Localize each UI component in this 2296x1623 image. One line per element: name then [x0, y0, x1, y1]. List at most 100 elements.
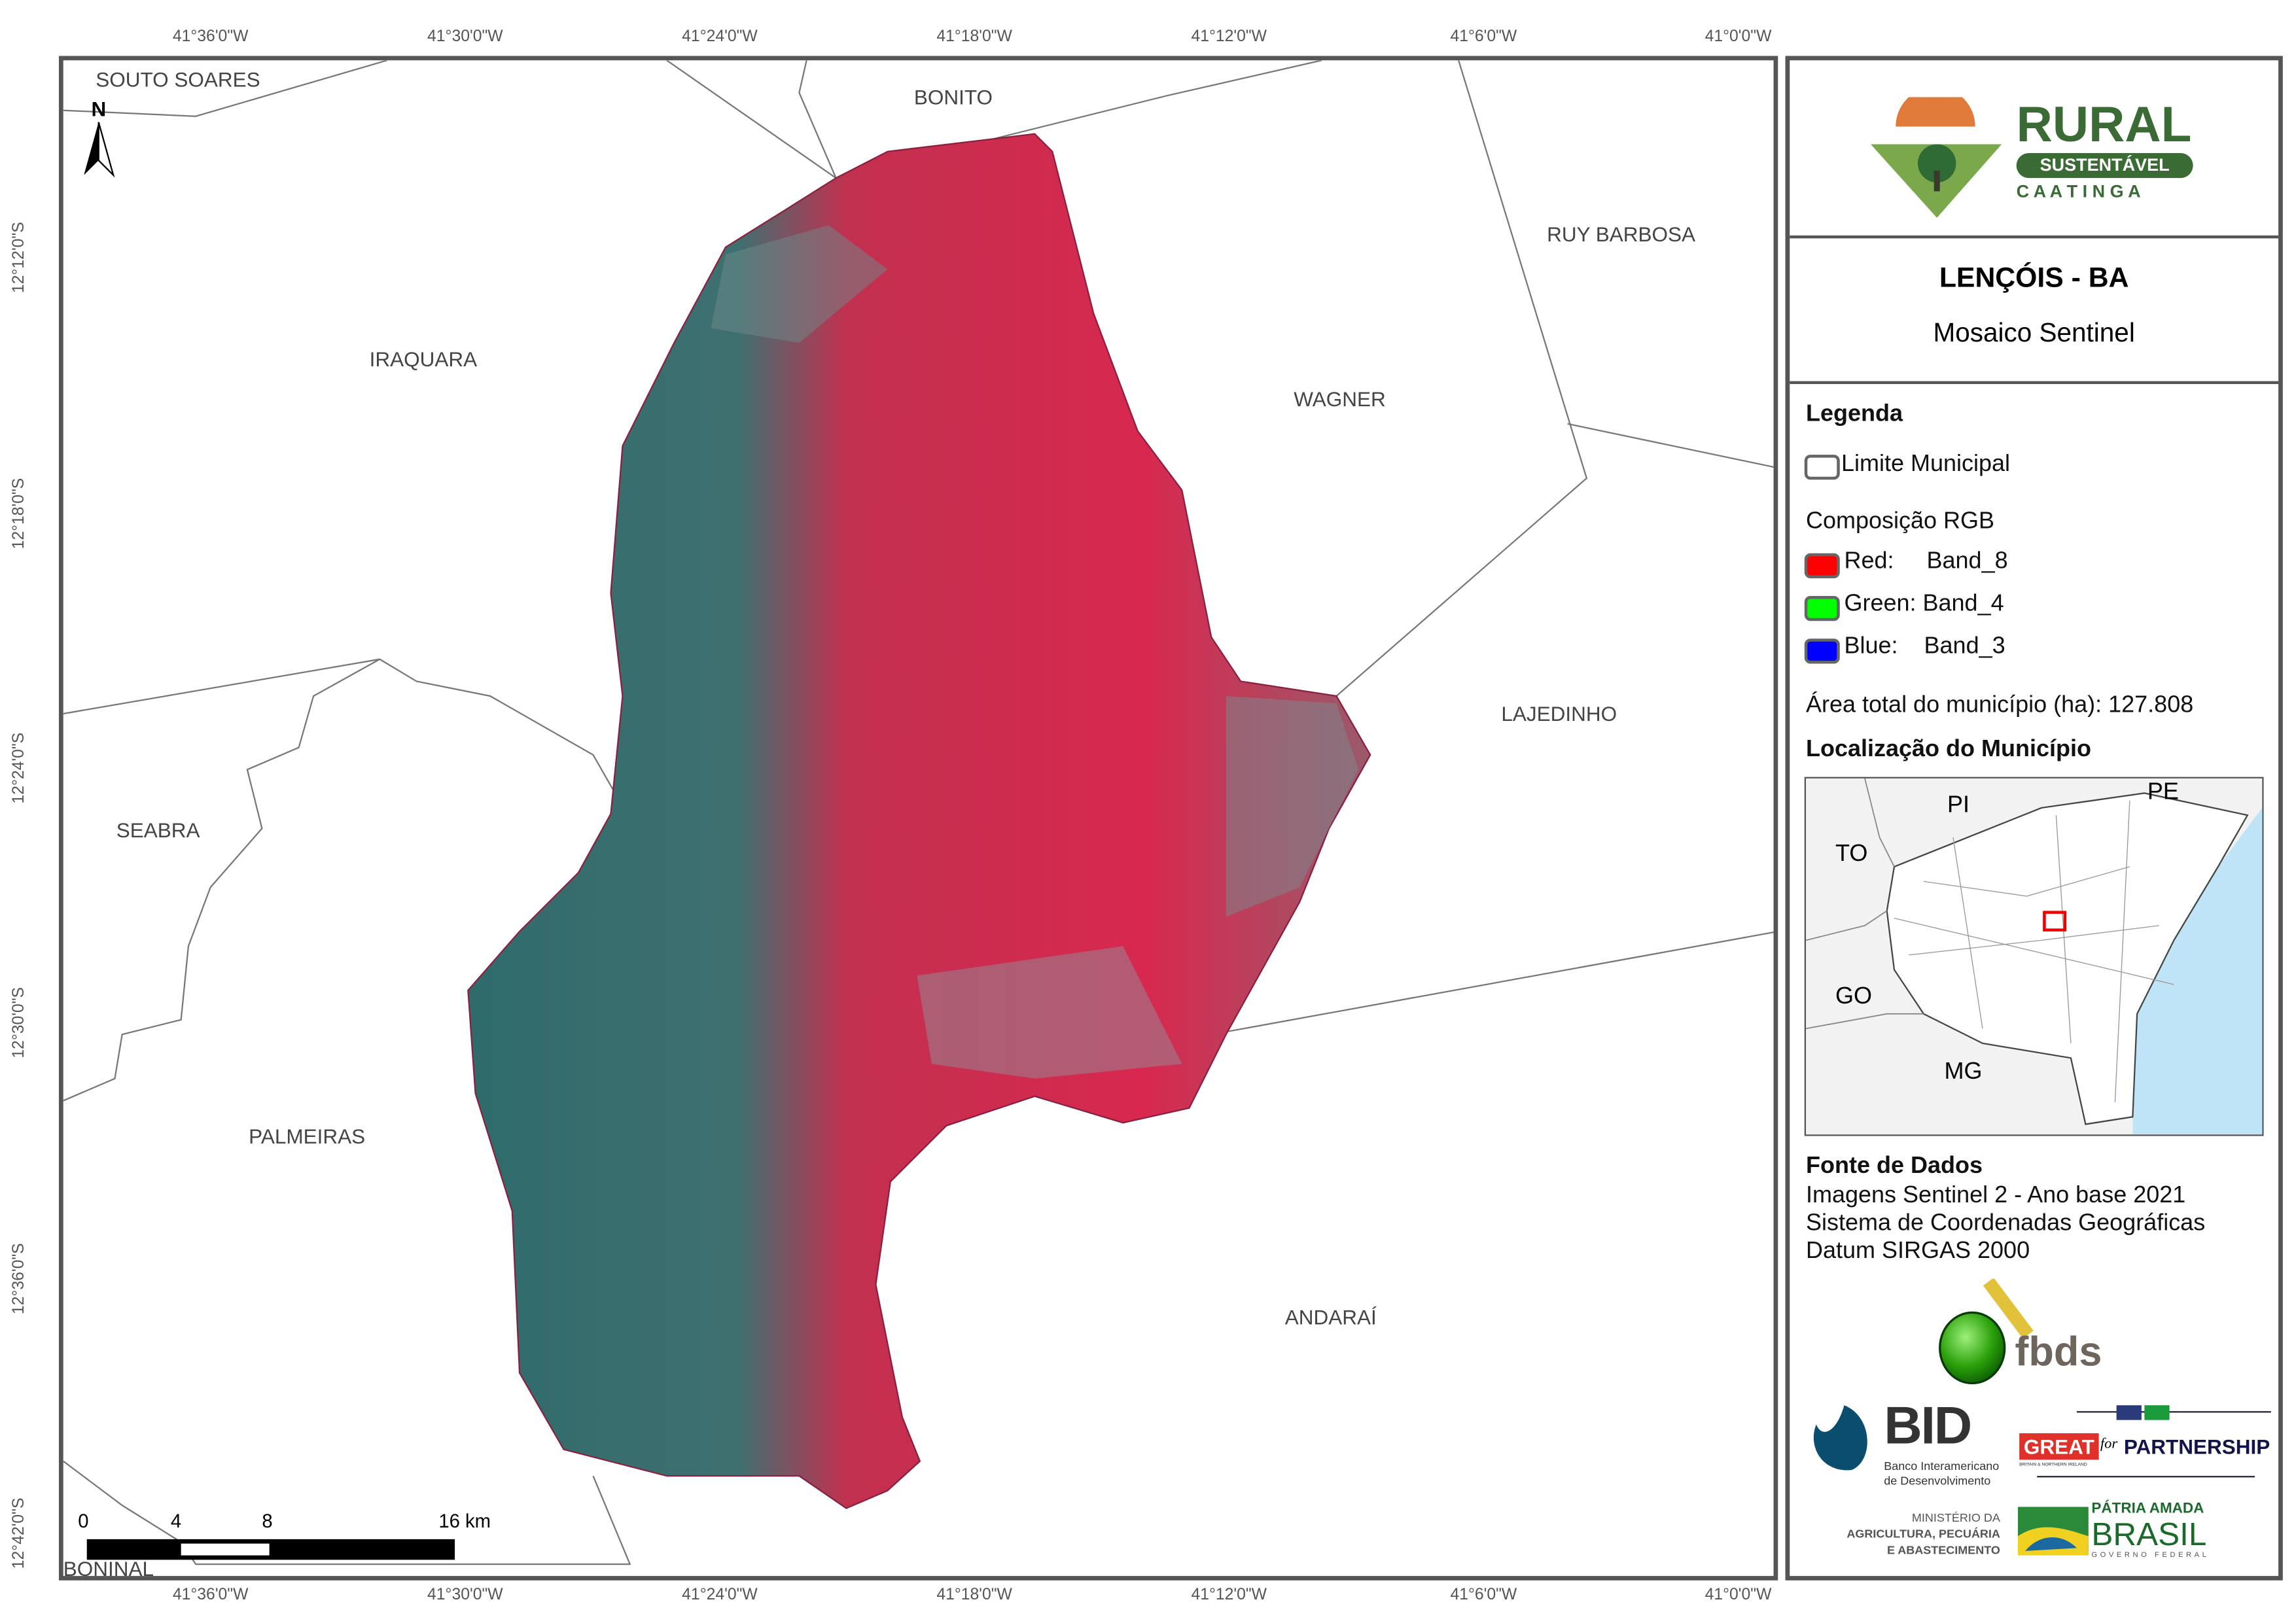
limit-swatch: [1804, 455, 1840, 480]
place-label: RUY BARBOSA: [1547, 222, 1696, 246]
lat-tick: 12°18'0"S: [10, 478, 28, 550]
lon-tick: 41°18'0"W: [936, 1586, 1012, 1604]
lon-tick: 41°24'0"W: [682, 1586, 758, 1604]
lon-tick: 41°6'0"W: [1450, 1586, 1517, 1604]
gov-text: GOVERNO FEDERAL: [2091, 1550, 2210, 1560]
brasil-text: BRASIL: [2091, 1515, 2207, 1553]
patria-text: PÁTRIA AMADA: [2091, 1501, 2204, 1518]
lon-tick: 41°0'0"W: [1704, 27, 1772, 46]
rgb-heading: Composição RGB: [1806, 509, 1995, 534]
boundary-line: [1335, 60, 1588, 697]
green-swatch: [1804, 596, 1840, 621]
logo-tagline: C A A T I N G A: [2016, 181, 2141, 202]
bare-patch: [917, 946, 1182, 1079]
scale-segment: [181, 1543, 270, 1556]
boundary-line: [1567, 423, 1774, 468]
lat-tick: 12°36'0"S: [10, 1243, 28, 1315]
boundary-line: [63, 60, 387, 117]
for-text: for: [2100, 1436, 2118, 1453]
lon-tick: 41°36'0"W: [172, 27, 249, 46]
brasil-logo-icon: [2017, 1507, 2089, 1556]
bid-sub: de Desenvolvimento: [1884, 1474, 1991, 1488]
location-inset-map[interactable]: PI PE TO GO MG: [1804, 777, 2264, 1136]
scale-label: 8: [262, 1509, 273, 1532]
legend-heading: Legenda: [1806, 402, 1903, 427]
ministry-text: E ABASTECIMENTO: [1886, 1543, 2000, 1557]
state-label: GO: [1835, 984, 1872, 1010]
lencois-municipality: [467, 133, 1371, 1509]
uk-flag-icon: [2116, 1405, 2142, 1420]
scale-segment: [86, 1539, 455, 1560]
state-label: MG: [1944, 1059, 1983, 1085]
divider: [1790, 381, 2279, 385]
lon-tick: 41°36'0"W: [172, 1586, 249, 1604]
location-heading: Localização do Município: [1806, 737, 2091, 763]
logo-title: RURAL: [2016, 97, 2192, 153]
lat-tick: 12°12'0"S: [10, 222, 28, 294]
scale-label: 4: [170, 1509, 182, 1532]
scale-label: 0: [78, 1509, 89, 1532]
map-canvas: [63, 60, 1774, 1565]
logo-subtitle: SUSTENTÁVEL: [2016, 152, 2193, 179]
bare-patch: [711, 225, 888, 343]
red-swatch: [1804, 553, 1840, 579]
lon-tick: 41°12'0"W: [1191, 27, 1267, 46]
band-label: Red: Band_8: [1844, 549, 2008, 574]
ministry-text: AGRICULTURA, PECUÁRIA: [1846, 1527, 2000, 1541]
inset-canvas: [1806, 778, 2263, 1135]
fbds-text: fbds: [2015, 1329, 2102, 1374]
scale-bar: [86, 1539, 455, 1560]
place-label: SOUTO SOARES: [96, 67, 260, 92]
ministry-text: MINISTÉRIO DA: [1911, 1511, 2000, 1525]
source-line: Sistema de Coordenadas Geográficas: [1806, 1211, 2206, 1236]
divider: [2076, 1411, 2271, 1413]
north-label: N: [91, 97, 107, 121]
band-label: Green: Band_4: [1844, 591, 2004, 617]
great-sub: BRITAIN & NORTHERN IRELAND: [2019, 1461, 2087, 1467]
partnership-text: PARTNERSHIP: [2123, 1435, 2270, 1459]
north-arrow-icon: [84, 122, 115, 178]
place-label: BONINAL: [63, 1556, 154, 1580]
brazil-flag-icon: [2144, 1405, 2170, 1420]
boundary-line: [1211, 931, 1774, 1036]
rural-logo-icon: [1870, 97, 2002, 218]
lon-tick: 41°30'0"W: [427, 1586, 503, 1604]
place-label: SEABRA: [116, 818, 200, 842]
boundary-line: [666, 60, 838, 181]
bid-logo-icon: [1813, 1405, 1867, 1471]
scale-label: 16 km: [438, 1509, 491, 1532]
bid-text: BID: [1884, 1395, 1972, 1456]
lat-tick: 12°30'0"S: [10, 986, 28, 1058]
lat-tick: 12°24'0"S: [10, 732, 28, 804]
divider: [1790, 235, 2279, 239]
legend-panel: RURAL SUSTENTÁVEL C A A T I N G A LENÇÓI…: [1785, 56, 2283, 1580]
boundary-line: [63, 658, 380, 1102]
blue-swatch: [1804, 638, 1840, 664]
state-label: TO: [1835, 841, 1868, 867]
divider: [2037, 1476, 2255, 1478]
bid-sub: Banco Interamericano: [1884, 1459, 2000, 1473]
lon-tick: 41°6'0"W: [1450, 27, 1517, 46]
place-label: IRAQUARA: [369, 347, 478, 371]
location-marker: [2043, 911, 2067, 932]
sources-heading: Fonte de Dados: [1806, 1153, 1983, 1179]
place-label: ANDARAÍ: [1284, 1305, 1377, 1329]
lon-tick: 41°0'0"W: [1704, 1586, 1772, 1604]
map-frame[interactable]: N SOUTO SOARES BONITO RUY BARBOSA IRAQUA…: [58, 56, 1778, 1580]
source-line: Imagens Sentinel 2 - Ano base 2021: [1806, 1183, 2186, 1208]
state-label: PE: [2147, 780, 2179, 805]
lon-tick: 41°12'0"W: [1191, 1586, 1267, 1604]
bahia-state: [1886, 792, 2249, 1125]
area-text: Área total do município (ha): 127.808: [1806, 693, 2194, 718]
map-title: LENÇÓIS - BA: [1939, 263, 2129, 294]
boundary-line: [63, 658, 624, 807]
limit-label: Limite Municipal: [1841, 451, 2011, 477]
bare-patch: [1226, 695, 1359, 917]
fbds-logo-icon: [1939, 1278, 2034, 1385]
source-line: Datum SIRGAS 2000: [1806, 1238, 2030, 1265]
map-subtitle: Mosaico Sentinel: [1933, 317, 2135, 347]
lon-tick: 41°18'0"W: [936, 27, 1012, 46]
band-label: Blue: Band_3: [1844, 634, 2005, 659]
place-label: WAGNER: [1294, 387, 1386, 411]
